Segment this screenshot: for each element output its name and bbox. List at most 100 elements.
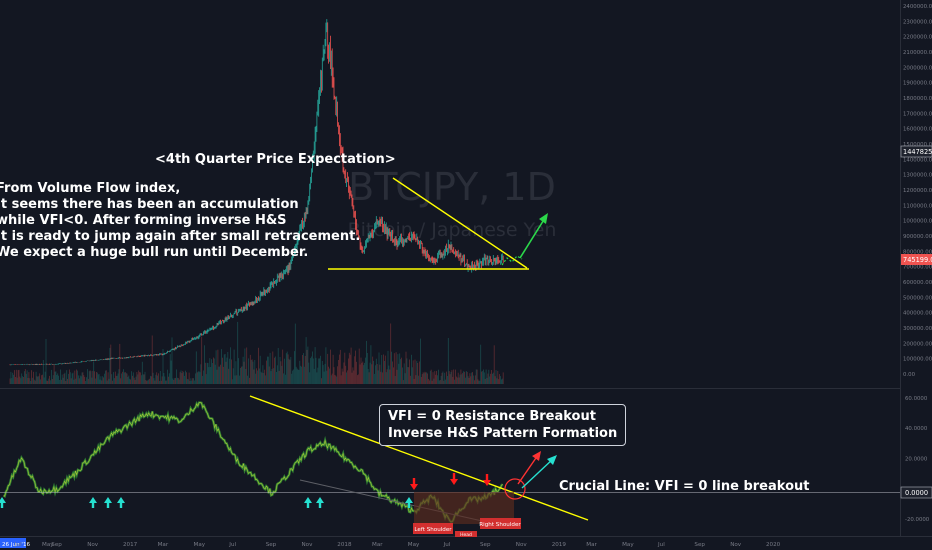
volume-bar [111,374,113,384]
volume-bar [346,372,347,384]
volume-bar [258,368,260,384]
price-tick-label: 1500000.00 [903,142,932,148]
volume-bar [479,380,481,384]
volume-bar [127,376,129,384]
price-tick-label: 600000.00 [903,280,932,286]
volume-bar [47,380,49,384]
volume-bar [49,375,50,384]
volume-bar [219,366,221,384]
volume-bar [302,355,303,384]
volume-bar [431,380,433,384]
volume-bar [433,378,435,384]
volume-bar [204,345,205,384]
time-tick-label: 2020 [766,542,781,548]
volume-bar [101,380,103,384]
volume-bar [213,357,214,384]
volume-bar [99,379,101,384]
note-line: It is ready to jump again after small re… [0,229,361,244]
volume-bar [401,357,402,384]
volume-bar [195,351,197,384]
volume-bar [496,378,498,384]
price-tick-label: 1800000.00 [903,96,932,102]
volume-bar [340,375,342,384]
price-tick-label: 900000.00 [903,234,932,240]
volume-bar [142,374,144,384]
note-line: while VFI<0. After forming inverse H&S [0,213,287,228]
note-title: <4th Quarter Price Expectation> [155,152,396,167]
vfi-tick-label: 60.0000 [905,396,928,402]
volume-bar [71,373,73,384]
time-tick-label: Mar [586,542,597,548]
volume-bar [45,339,47,384]
volume-bar [40,379,41,384]
volume-bar [112,380,113,384]
volume-bar [312,351,313,384]
volume-bar [282,349,284,384]
volume-bar [159,381,160,384]
volume-bar [105,370,107,384]
volume-bar [57,373,59,384]
time-tick-label: 2018 [337,542,352,548]
volume-bar [257,370,258,384]
volume-bar [186,378,188,384]
volume-bar [105,370,106,384]
time-tick-label: May [42,542,54,548]
volume-bar [422,372,424,384]
volume-bar [93,361,95,384]
volume-bar [321,361,323,384]
time-tick-label: Jul [443,542,451,548]
volume-bar [324,363,326,384]
volume-bar [168,373,170,384]
volume-bar [164,376,166,384]
volume-bar [234,375,236,384]
volume-bar [265,375,266,384]
time-tick-label: Jul [657,542,665,548]
note-line: We expect a huge bull run until December… [0,245,309,260]
volume-bar [77,370,78,384]
time-tick-label: Sep [480,542,491,548]
volume-bar [399,353,401,384]
volume-bar [56,375,58,384]
price-tick-label: 300000.00 [903,326,932,332]
breakout-callout[interactable]: VFI = 0 Resistance Breakout Inverse H&S … [379,404,627,446]
vfi-tick-label: 40.0000 [905,426,928,432]
volume-bar [413,378,415,384]
volume-bar [411,367,413,384]
time-tick-label: May [408,542,420,548]
volume-bar [372,356,374,384]
descending-trendline[interactable] [392,177,528,269]
volume-bar [109,347,111,384]
volume-bar [501,379,502,384]
price-axis: 2400000.00 2300000.00 2200000.00 2100000.00… [903,4,932,378]
volume-bar [392,361,393,384]
volume-bar [336,376,338,384]
volume-bar [176,369,177,384]
price-tick-label: 2100000.00 [903,50,932,56]
volume-bar [133,377,135,384]
volume-bar [380,371,382,384]
volume-bar [460,369,462,384]
vfi-trendline[interactable] [249,395,589,521]
volume-bar [165,380,167,384]
volume-bar [62,377,64,384]
price-tick-label: 1700000.00 [903,111,932,117]
volume-bar [134,379,136,384]
volume-bar [253,369,255,384]
volume-bar [232,368,234,384]
volume-bar [308,362,310,384]
cyan-arrowhead [547,455,557,465]
volume-bar [487,373,489,384]
volume-bar [18,369,20,384]
price-tick-label: 500000.00 [903,295,932,301]
volume-bar [230,347,231,384]
volume-bar [15,377,16,384]
vfi-zero-label: 0.0000 [905,489,928,497]
price-tick-label: 1200000.00 [903,188,932,194]
price-tick-label: 700000.00 [903,265,932,271]
time-tick-label: Nov [730,542,742,548]
red-down-arrow-stem [485,474,489,480]
volume-bar [472,372,473,384]
volume-bar [365,357,366,384]
volume-bar [106,380,108,384]
